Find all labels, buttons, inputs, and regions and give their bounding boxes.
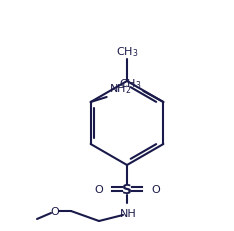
Text: NH: NH	[120, 208, 136, 218]
Text: O: O	[51, 206, 59, 216]
Text: O: O	[94, 184, 103, 194]
Text: CH$_3$: CH$_3$	[116, 45, 138, 59]
Text: O: O	[151, 184, 160, 194]
Text: CH$_3$: CH$_3$	[119, 77, 141, 91]
Text: NH$_2$: NH$_2$	[109, 82, 131, 96]
Text: S: S	[122, 182, 132, 196]
